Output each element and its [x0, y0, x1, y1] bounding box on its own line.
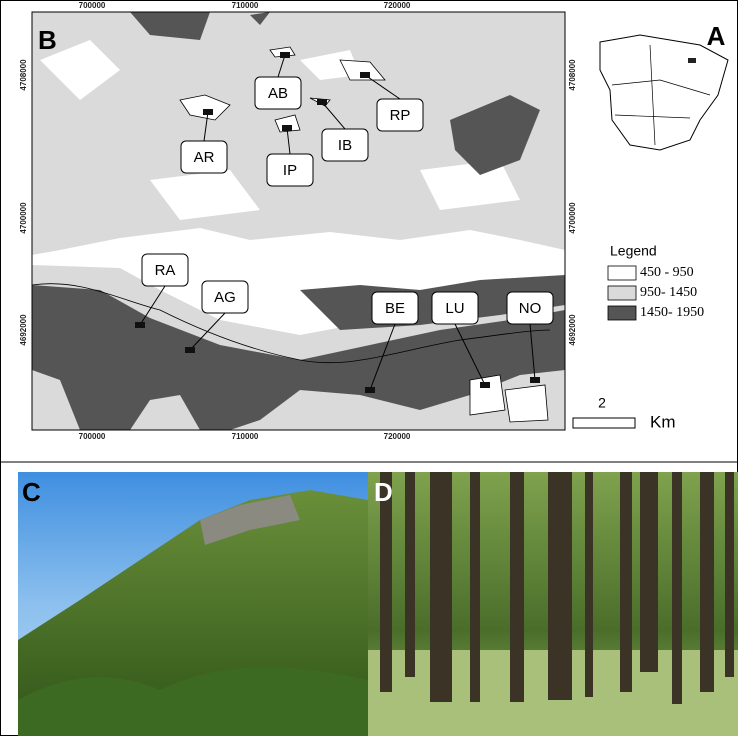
- tree-trunk: [548, 472, 572, 700]
- x-tick-label: 700000: [79, 1, 106, 10]
- site-label: NO: [519, 300, 542, 317]
- legend-title: Legend: [610, 243, 657, 259]
- x-tick-label: 700000: [79, 432, 106, 441]
- panel-letter: C: [22, 477, 41, 507]
- tree-trunk: [430, 472, 452, 702]
- tree-trunk: [585, 472, 593, 697]
- legend-swatch: [608, 306, 636, 320]
- scale-unit: Km: [650, 412, 676, 431]
- site-marker: [365, 387, 375, 393]
- y-tick-label: 4700000: [568, 202, 577, 234]
- site-marker: [480, 382, 490, 388]
- panel-letter: D: [374, 477, 393, 507]
- tree-trunk: [620, 472, 632, 692]
- x-tick-label: 710000: [232, 432, 259, 441]
- site-label: RP: [390, 107, 411, 124]
- y-tick-label: 4692000: [19, 314, 28, 346]
- site-marker: [360, 72, 370, 78]
- tree-trunk: [640, 472, 658, 672]
- site-marker: [282, 125, 292, 131]
- x-tick-label: 720000: [384, 1, 411, 10]
- site-label: AB: [268, 85, 288, 102]
- legend-swatch: [608, 286, 636, 300]
- site-marker: [317, 99, 327, 105]
- legend-label: 450 - 950: [640, 265, 694, 280]
- site-label: BE: [385, 300, 405, 317]
- site-label: AG: [214, 289, 236, 306]
- site-marker: [185, 347, 195, 353]
- tree-trunk: [470, 472, 480, 702]
- tree-trunk: [405, 472, 415, 677]
- site-label: IB: [338, 137, 352, 154]
- y-tick-label: 4700000: [19, 202, 28, 234]
- figure: B A Legend 2 Km C D 700000 700000 710000 71…: [0, 0, 738, 736]
- legend-swatch: [608, 266, 636, 280]
- x-tick-label: 710000: [232, 1, 259, 10]
- photo-hillside: [18, 472, 368, 736]
- elevation-map: [32, 12, 565, 430]
- site-label: AR: [194, 149, 215, 166]
- y-tick-label: 4708000: [568, 59, 577, 91]
- site-label: IP: [283, 162, 297, 179]
- site-label: LU: [445, 300, 464, 317]
- scale-bar: [573, 418, 635, 428]
- tree-trunk: [725, 472, 734, 677]
- site-marker: [280, 52, 290, 58]
- site-label: RA: [155, 262, 176, 279]
- panel-letter: A: [707, 21, 726, 51]
- panel-letter: B: [38, 25, 57, 55]
- tree-trunk: [510, 472, 524, 702]
- x-tick-label: 720000: [384, 432, 411, 441]
- site-marker: [203, 109, 213, 115]
- legend-label: 1450- 1950: [640, 305, 704, 320]
- site-marker: [530, 377, 540, 383]
- scale-value: 2: [598, 395, 606, 411]
- tree-trunk: [700, 472, 714, 692]
- inset-map: [600, 35, 728, 150]
- legend-label: 950- 1450: [640, 285, 697, 300]
- photo-forest: [368, 472, 738, 736]
- y-tick-label: 4708000: [19, 59, 28, 91]
- site-marker: [135, 322, 145, 328]
- tree-trunk: [672, 472, 682, 704]
- y-tick-label: 4692000: [568, 314, 577, 346]
